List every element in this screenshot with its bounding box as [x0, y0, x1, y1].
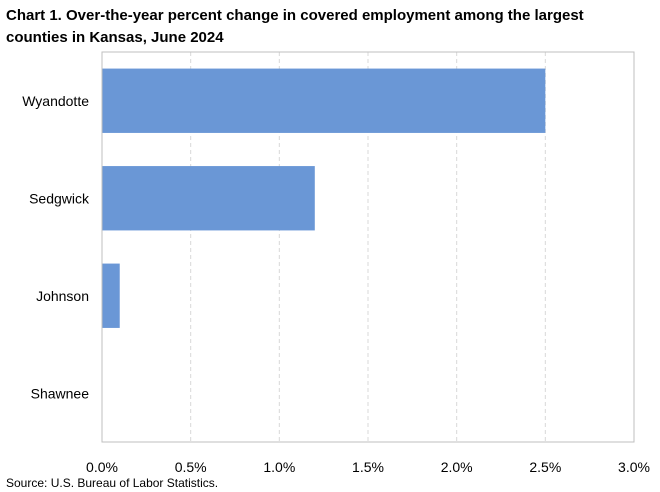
x-tick-label: 2.0%	[441, 459, 473, 475]
source-note: Source: U.S. Bureau of Labor Statistics.	[6, 476, 219, 490]
bar-sedgwick	[102, 166, 315, 231]
category-label-sedgwick: Sedgwick	[29, 190, 90, 206]
chart-title: Chart 1. Over-the-year percent change in…	[6, 7, 584, 46]
x-tick-label: 1.0%	[263, 459, 295, 475]
category-label-shawnee: Shawnee	[31, 385, 90, 401]
x-tick-label: 2.5%	[529, 459, 561, 475]
category-label-wyandotte: Wyandotte	[22, 93, 89, 109]
bar-wyandotte	[102, 68, 546, 133]
category-labels: Wyandotte Sedgwick Johnson Shawnee	[22, 93, 90, 402]
x-tick-label: 3.0%	[618, 459, 650, 475]
x-axis-tick-labels: 0.0% 0.5% 1.0% 1.5% 2.0% 2.5% 3.0%	[86, 459, 650, 475]
x-tick-label: 1.5%	[352, 459, 384, 475]
category-label-johnson: Johnson	[36, 288, 89, 304]
x-tick-label: 0.0%	[86, 459, 118, 475]
x-tick-label: 0.5%	[175, 459, 207, 475]
plot-area-frame	[101, 51, 635, 443]
bar-johnson	[102, 263, 120, 328]
bars	[102, 68, 546, 328]
